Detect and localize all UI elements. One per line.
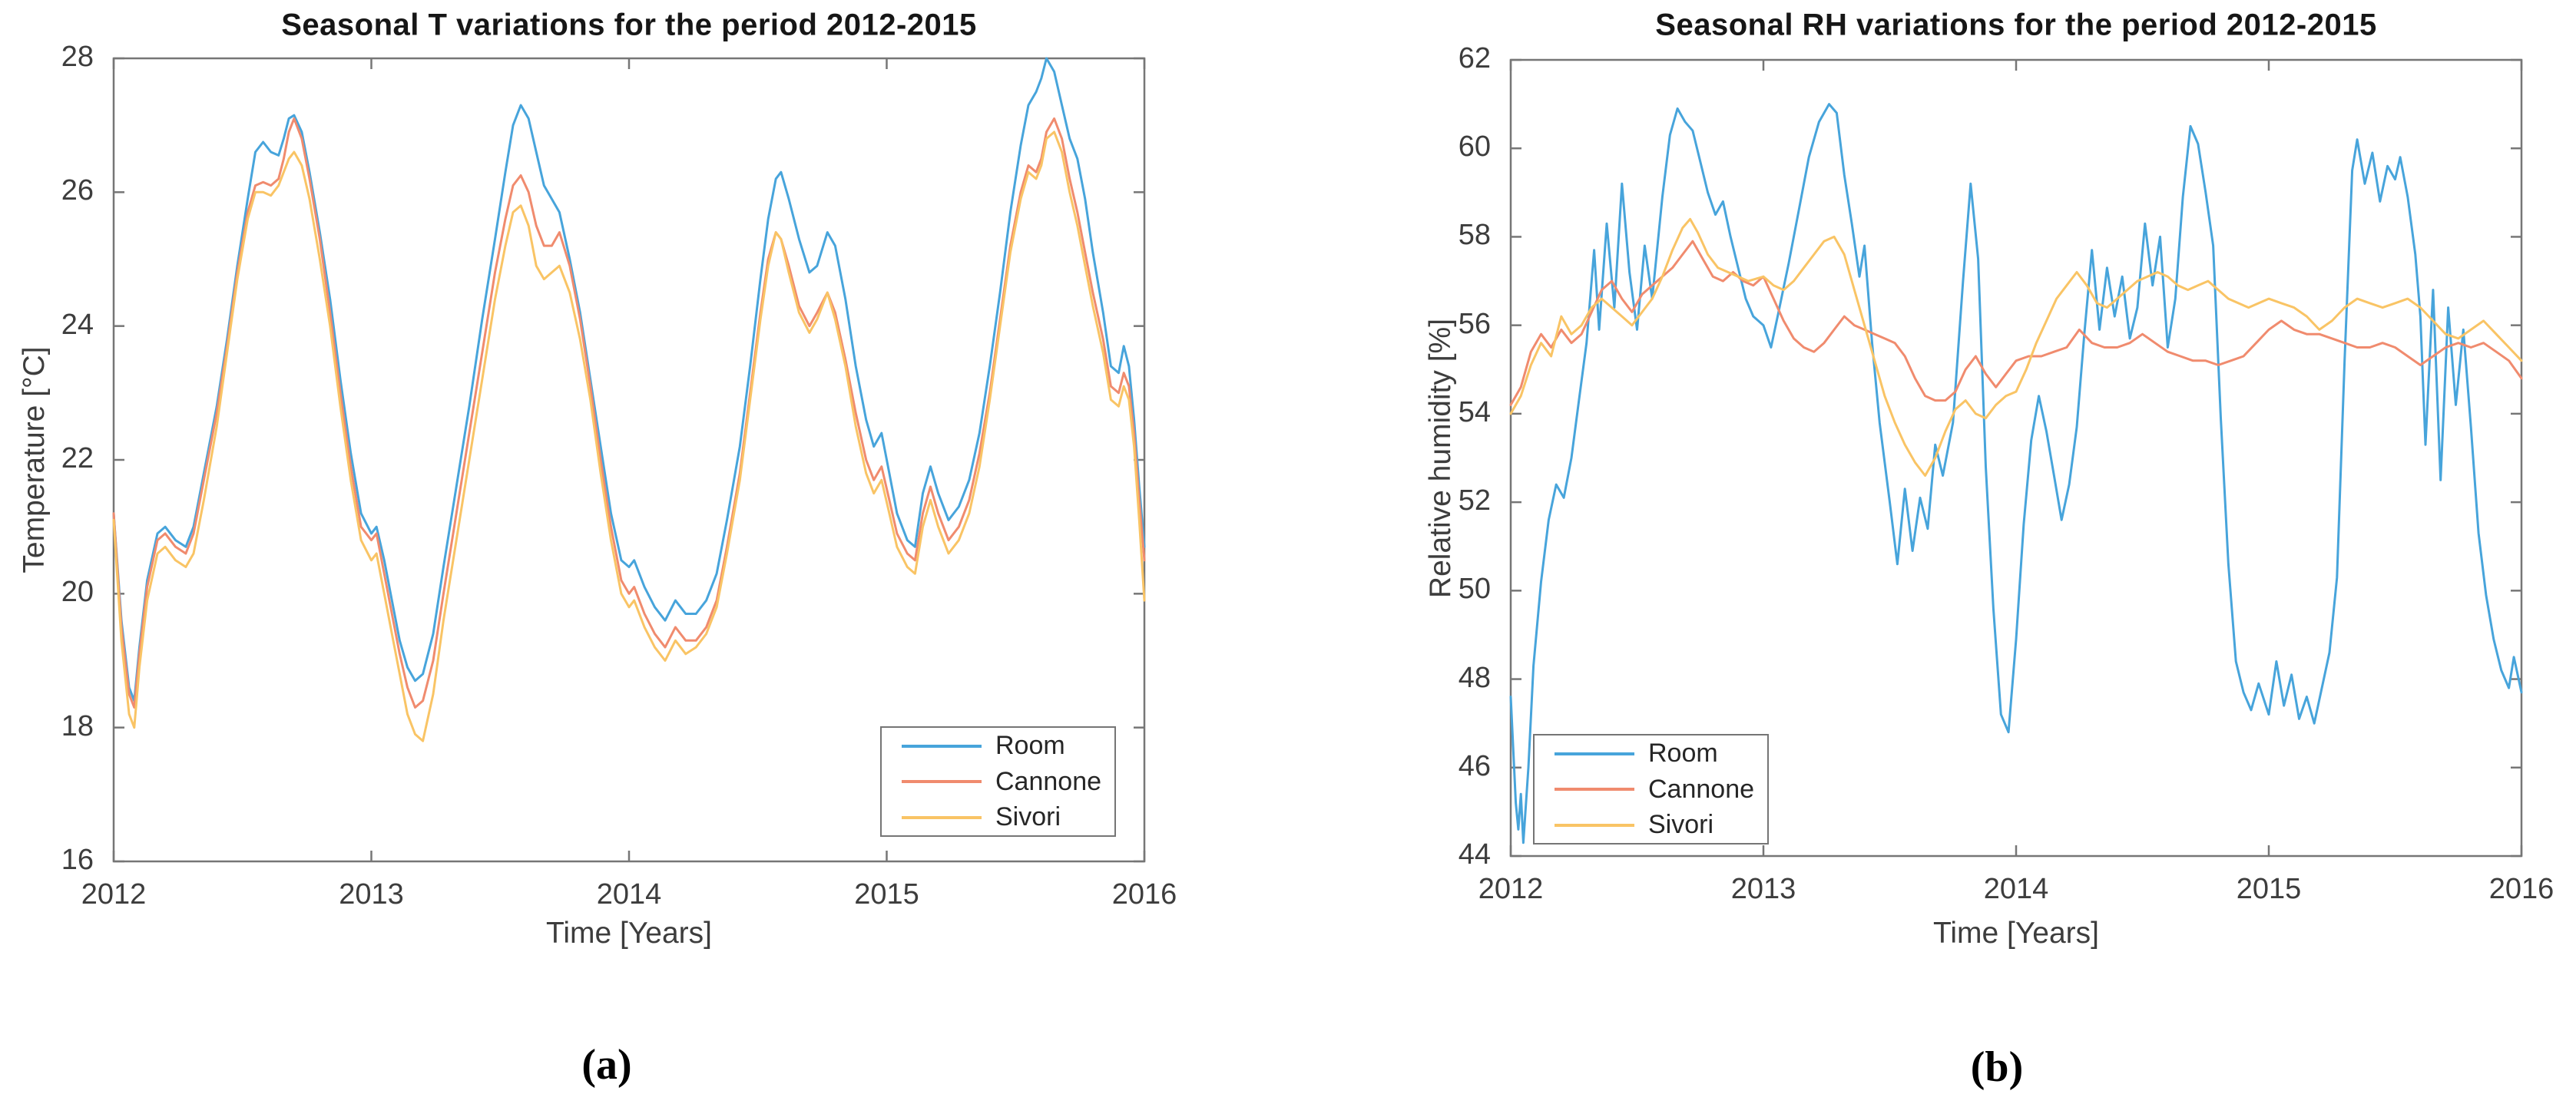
legend-item-sivori[interactable]: Sivori — [1535, 808, 1767, 843]
x-axis-tick-label: 2015 — [2236, 873, 2302, 905]
legend-item-room[interactable]: Room — [882, 729, 1114, 764]
x-axis-tick-label: 2014 — [596, 878, 662, 911]
x-axis-tick-label: 2012 — [81, 878, 147, 911]
series-line-room — [1509, 103, 2523, 845]
cannone-line-swatch — [902, 780, 982, 783]
chart-b-ylabel: Relative humidity [%] — [1424, 318, 1457, 599]
x-axis-tick-label: 2012 — [1478, 873, 1544, 905]
y-axis-tick-label: 54 — [1458, 395, 1491, 428]
room-line-swatch — [902, 744, 982, 748]
y-axis-tick-label: 60 — [1458, 131, 1491, 164]
cannone-line-swatch — [1555, 788, 1634, 791]
chart-b-legend[interactable]: Room Cannone Sivori — [1533, 734, 1769, 845]
chart-b-xlabel: Time [Years] — [1932, 917, 2100, 950]
x-axis-tick-label: 2016 — [2488, 873, 2554, 905]
sivori-line-swatch — [1555, 823, 1634, 827]
y-axis-tick-label: 48 — [1458, 661, 1491, 694]
y-axis-tick-label: 50 — [1458, 573, 1491, 606]
x-axis-tick-label: 2016 — [1111, 878, 1177, 911]
x-axis-tick-label: 2015 — [854, 878, 919, 911]
series-line-sivori — [112, 131, 1146, 742]
room-line-swatch — [1555, 752, 1634, 755]
legend-item-cannone[interactable]: Cannone — [882, 764, 1114, 799]
chart-a-legend[interactable]: Room Cannone Sivori — [880, 726, 1116, 837]
y-axis-tick-label: 62 — [1458, 42, 1491, 74]
legend-label-sivori: Sivori — [1648, 810, 1714, 839]
series-line-room — [112, 57, 1146, 702]
x-axis-tick-label: 2013 — [1730, 873, 1796, 905]
legend-item-room[interactable]: Room — [1535, 736, 1767, 772]
series-line-cannone — [112, 117, 1146, 709]
x-axis-tick-label: 2013 — [339, 878, 404, 911]
chart-a-xlabel: Time [Years] — [545, 917, 713, 950]
y-axis-tick-label: 22 — [61, 442, 94, 474]
y-axis-tick-label: 56 — [1458, 307, 1491, 340]
y-axis-tick-label: 16 — [61, 844, 94, 876]
legend-label-room: Room — [995, 731, 1065, 760]
legend-label-cannone: Cannone — [995, 766, 1102, 796]
y-axis-tick-label: 44 — [1458, 838, 1491, 871]
y-axis-tick-label: 52 — [1458, 484, 1491, 517]
legend-label-cannone: Cannone — [1648, 774, 1755, 804]
y-axis-tick-label: 20 — [61, 576, 94, 609]
chart-a-caption: (a) — [581, 1041, 632, 1089]
y-axis-tick-label: 58 — [1458, 219, 1491, 252]
chart-b-caption: (b) — [1970, 1043, 2024, 1091]
y-axis-tick-label: 18 — [61, 709, 94, 742]
legend-item-sivori[interactable]: Sivori — [882, 800, 1114, 835]
legend-item-cannone[interactable]: Cannone — [1535, 772, 1767, 807]
series-line-sivori — [1509, 217, 2523, 477]
y-axis-tick-label: 24 — [61, 308, 94, 341]
chart-a-title: Seasonal T variations for the period 201… — [281, 8, 977, 42]
chart-b-title: Seasonal RH variations for the period 20… — [1655, 8, 2377, 42]
y-axis-tick-label: 26 — [61, 174, 94, 207]
sivori-line-swatch — [902, 815, 982, 819]
x-axis-tick-label: 2014 — [1983, 873, 2049, 905]
legend-label-room: Room — [1648, 739, 1718, 768]
legend-label-sivori: Sivori — [995, 802, 1061, 831]
y-axis-tick-label: 28 — [61, 41, 94, 73]
y-axis-tick-label: 46 — [1458, 749, 1491, 782]
series-line-cannone — [1509, 240, 2523, 406]
